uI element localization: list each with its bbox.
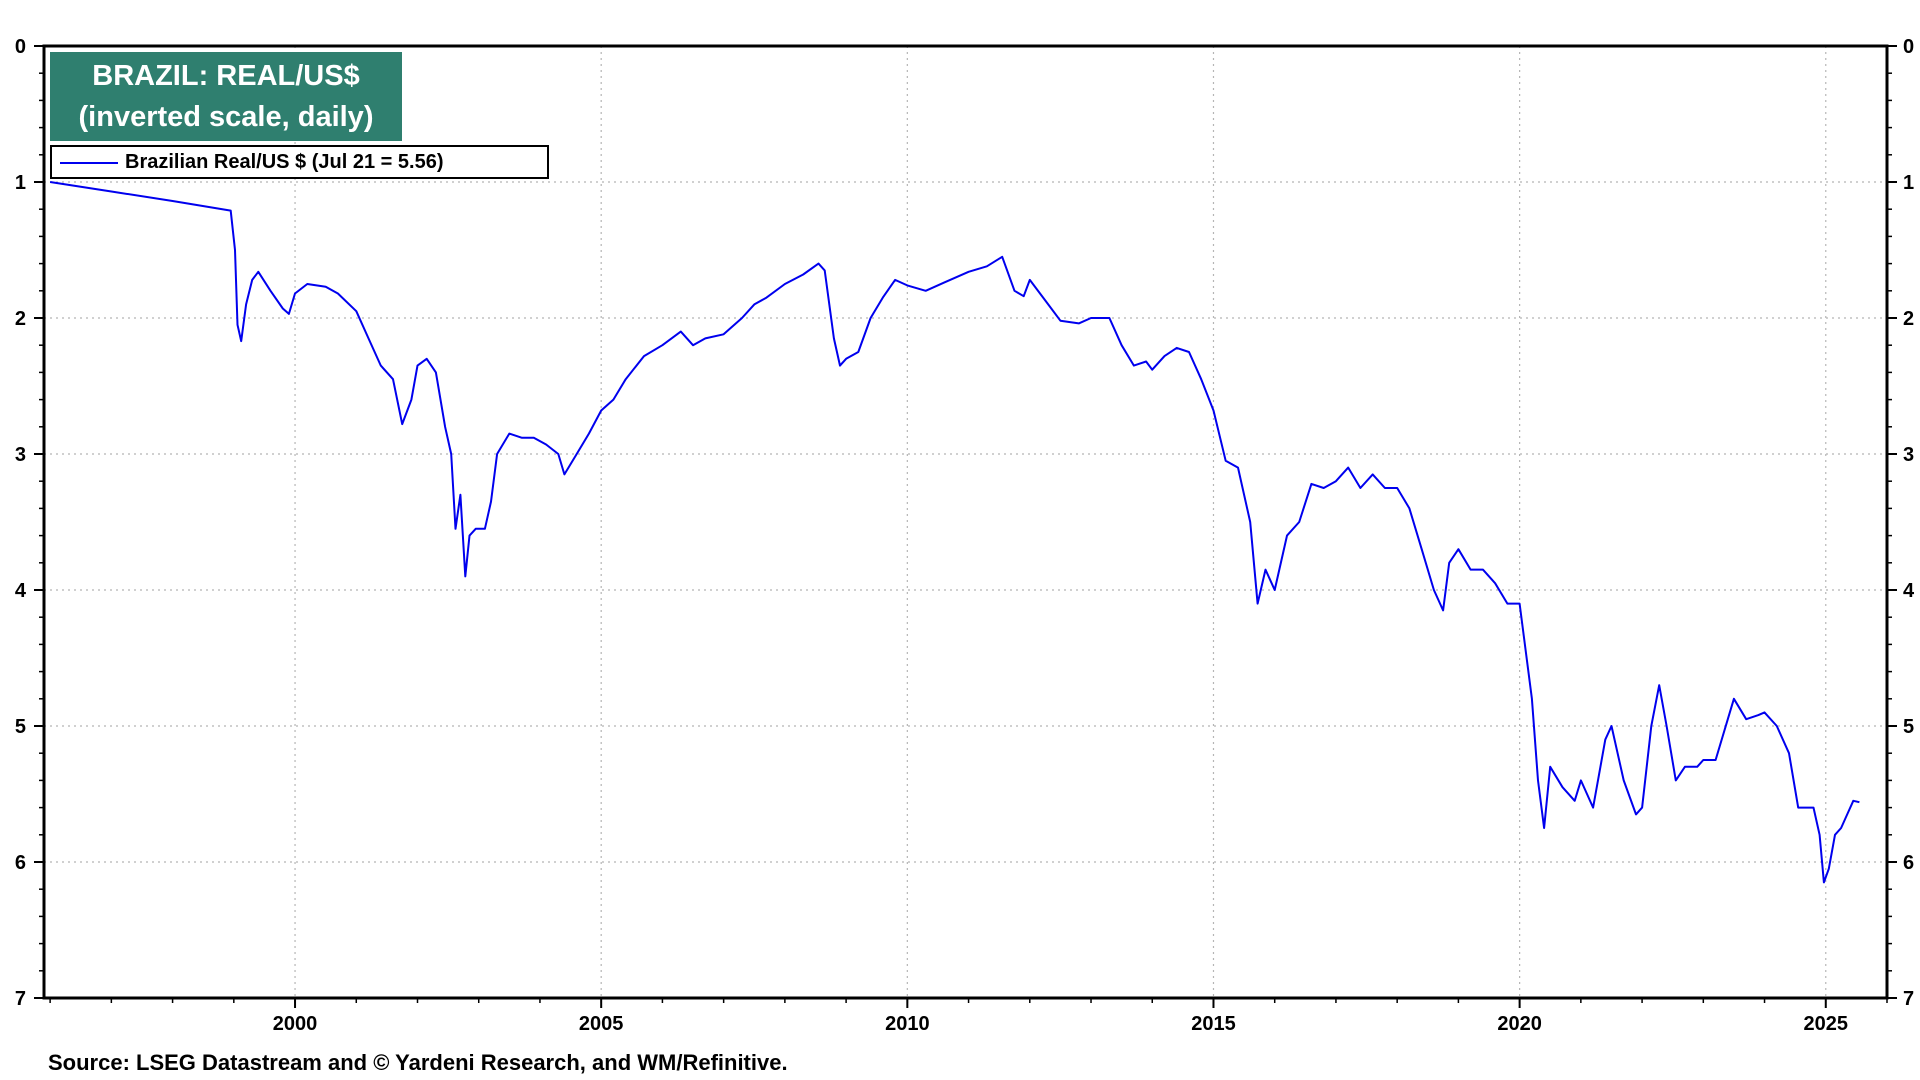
y-tick-label-right: 5 — [1903, 716, 1914, 738]
x-tick-label: 2015 — [1191, 1013, 1236, 1035]
source-note: Source: LSEG Datastream and © Yardeni Re… — [48, 1050, 788, 1075]
y-tick-label-right: 1 — [1903, 172, 1914, 194]
x-tick-label: 2005 — [579, 1013, 624, 1035]
y-tick-label-right: 4 — [1903, 580, 1915, 602]
chart-title-box: BRAZIL: REAL/US$ (inverted scale, daily) — [50, 52, 402, 141]
y-tick-label-left: 4 — [15, 580, 27, 602]
y-tick-label-right: 3 — [1903, 444, 1914, 466]
x-tick-label: 2010 — [885, 1013, 930, 1035]
x-tick-label: 2020 — [1497, 1013, 1542, 1035]
y-tick-label-left: 0 — [15, 36, 26, 58]
y-tick-label-right: 7 — [1903, 988, 1914, 1010]
y-tick-label-left: 2 — [15, 308, 26, 330]
grid-lines — [44, 46, 1887, 998]
legend: Brazilian Real/US $ (Jul 21 = 5.56) — [50, 145, 549, 179]
axis-ticks — [34, 45, 1897, 1008]
x-tick-label: 2025 — [1804, 1013, 1849, 1035]
y-tick-label-left: 6 — [15, 852, 26, 874]
x-tick-label: 2000 — [273, 1013, 318, 1035]
legend-swatch — [60, 162, 118, 164]
series-line-brazilian-real — [49, 181, 1860, 884]
chart-title: BRAZIL: REAL/US$ — [92, 60, 360, 92]
y-tick-label-left: 1 — [15, 172, 26, 194]
y-tick-label-right: 6 — [1903, 852, 1914, 874]
y-tick-label-right: 2 — [1903, 308, 1914, 330]
y-tick-label-left: 7 — [15, 988, 26, 1010]
legend-label: Brazilian Real/US $ (Jul 21 = 5.56) — [125, 151, 444, 173]
plot-frame — [42, 44, 1889, 1000]
chart-subtitle: (inverted scale, daily) — [78, 101, 374, 133]
y-tick-label-left: 3 — [15, 444, 26, 466]
axis-labels: 0 0 1 1 2 2 3 3 4 4 5 5 6 6 7 7 2000 2005 2010 2015 2020 2025 — [15, 36, 1915, 1035]
y-tick-label-left: 5 — [15, 716, 26, 738]
y-tick-label-right: 0 — [1903, 36, 1914, 58]
